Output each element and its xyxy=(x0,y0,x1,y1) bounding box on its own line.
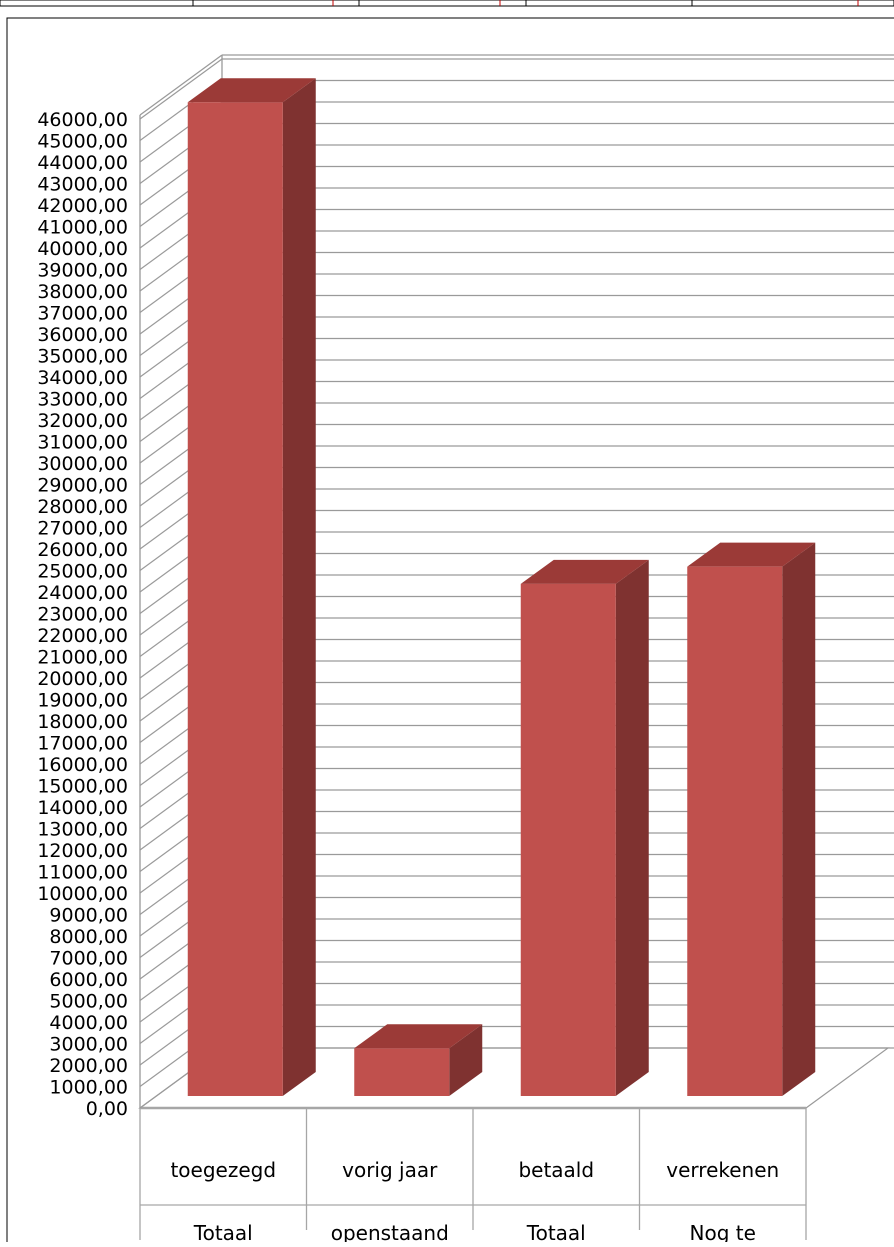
category-label: betaald xyxy=(518,1158,594,1182)
y-tick-label: 26000,00 xyxy=(37,539,128,561)
category-label-line2: Nog te xyxy=(690,1221,756,1242)
y-tick-label: 23000,00 xyxy=(37,604,128,626)
bar-top xyxy=(187,78,316,103)
bar xyxy=(187,78,316,1096)
category-label: vorig jaar xyxy=(342,1158,438,1182)
y-tick-label: 2000,00 xyxy=(49,1055,128,1077)
y-tick-label: 4000,00 xyxy=(49,1012,128,1034)
y-tick-label: 34000,00 xyxy=(37,367,128,389)
y-tick-label: 15000,00 xyxy=(37,776,128,798)
category-label: verrekenen xyxy=(666,1158,779,1182)
y-tick-label: 18000,00 xyxy=(37,711,128,733)
bar-side xyxy=(282,78,316,1096)
top-table-strip xyxy=(0,0,894,7)
bar xyxy=(520,559,649,1096)
bars xyxy=(187,78,816,1096)
y-tick-label: 41000,00 xyxy=(37,217,128,239)
y-tick-label: 43000,00 xyxy=(37,174,128,196)
y-tick-label: 37000,00 xyxy=(37,303,128,325)
y-tick-label: 8000,00 xyxy=(49,926,128,948)
y-tick-label: 36000,00 xyxy=(37,324,128,346)
y-tick-label: 45000,00 xyxy=(37,131,128,153)
y-tick-label: 17000,00 xyxy=(37,733,128,755)
bar-front xyxy=(354,1048,450,1096)
y-tick-label: 46000,00 xyxy=(37,109,128,131)
y-tick-label: 31000,00 xyxy=(37,432,128,454)
bar-side xyxy=(615,559,649,1096)
y-tick-label: 16000,00 xyxy=(37,754,128,776)
y-tick-label: 29000,00 xyxy=(37,475,128,497)
y-tick-label: 22000,00 xyxy=(37,625,128,647)
y-tick-label: 35000,00 xyxy=(37,346,128,368)
y-tick-label: 7000,00 xyxy=(49,948,128,970)
y-axis-tick-labels: 0,001000,002000,003000,004000,005000,006… xyxy=(37,109,128,1120)
bar-front xyxy=(187,102,283,1096)
category-label: toegezegd xyxy=(170,1158,276,1182)
y-tick-label: 12000,00 xyxy=(37,840,128,862)
y-tick-label: 6000,00 xyxy=(49,969,128,991)
y-tick-label: 9000,00 xyxy=(49,905,128,927)
category-axis: toegezegd Totaal vorig jaar openstaand betaa… xyxy=(139,1108,807,1245)
bar xyxy=(687,542,816,1096)
gridline-side xyxy=(139,58,223,120)
category-label-line2: Totaal xyxy=(193,1221,253,1242)
y-tick-label: 28000,00 xyxy=(37,496,128,518)
wall-top-edge xyxy=(139,54,223,116)
y-tick-label: 42000,00 xyxy=(37,195,128,217)
chart-border xyxy=(6,17,894,1247)
y-tick-label: 11000,00 xyxy=(37,862,128,884)
y-tick-label: 24000,00 xyxy=(37,582,128,604)
y-tick-label: 39000,00 xyxy=(37,260,128,282)
y-tick-label: 21000,00 xyxy=(37,647,128,669)
y-tick-label: 20000,00 xyxy=(37,668,128,690)
y-tick-label: 1000,00 xyxy=(49,1077,128,1099)
y-tick-label: 33000,00 xyxy=(37,389,128,411)
bar xyxy=(354,1024,483,1096)
y-tick-label: 19000,00 xyxy=(37,690,128,712)
y-tick-label: 30000,00 xyxy=(37,453,128,475)
bar-top xyxy=(354,1024,483,1049)
y-tick-label: 0,00 xyxy=(86,1098,128,1120)
y-tick-label: 13000,00 xyxy=(37,819,128,841)
y-tick-label: 27000,00 xyxy=(37,518,128,540)
bar-top xyxy=(687,542,816,567)
y-tick-label: 10000,00 xyxy=(37,883,128,905)
y-tick-label: 38000,00 xyxy=(37,281,128,303)
y-tick-label: 44000,00 xyxy=(37,152,128,174)
y-tick-label: 14000,00 xyxy=(37,797,128,819)
y-tick-label: 32000,00 xyxy=(37,410,128,432)
y-tick-label: 40000,00 xyxy=(37,238,128,260)
bar-front xyxy=(687,566,783,1096)
y-tick-label: 5000,00 xyxy=(49,991,128,1013)
y-tick-label: 3000,00 xyxy=(49,1034,128,1056)
bar-top xyxy=(520,559,649,584)
bar-side xyxy=(449,1024,483,1096)
bar-front xyxy=(520,583,616,1096)
bar-side xyxy=(782,542,816,1096)
y-tick-label: 25000,00 xyxy=(37,561,128,583)
category-label-line2: openstaand xyxy=(331,1221,449,1242)
category-label-line2: Totaal xyxy=(526,1221,586,1242)
